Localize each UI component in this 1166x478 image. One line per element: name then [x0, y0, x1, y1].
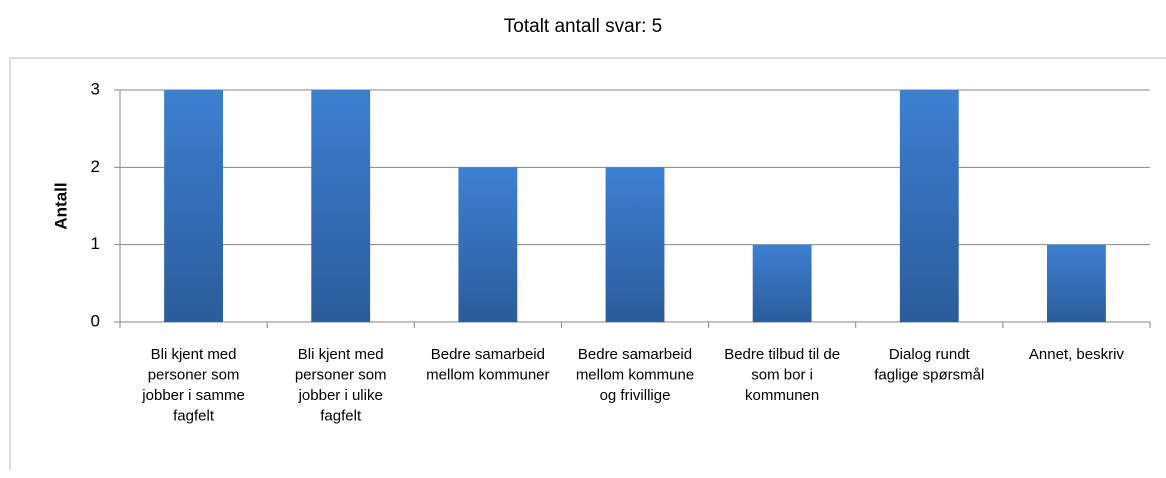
label-line: Bli kjent med [298, 346, 384, 363]
label-line: mellom kommune [576, 366, 694, 383]
bar [752, 244, 812, 322]
x-tick-label: Bedre samarbeid mellom kommune og frivilli… [576, 346, 694, 404]
x-tick-label: Bli kjent med personer som jobber i samme f… [141, 346, 245, 425]
label-line: som bor i [751, 366, 813, 383]
label-line: Bedre tilbud til de [724, 346, 840, 363]
label-line: og frivillige [600, 387, 671, 404]
bar [311, 90, 371, 322]
label-line: Bli kjent med [151, 346, 237, 363]
chart-frame [9, 57, 1166, 470]
y-tick-label: 0 [91, 311, 100, 330]
label-line: jobber i samme [141, 387, 245, 404]
label-line: faglige spørsmål [874, 366, 984, 383]
label-line: kommunen [745, 387, 819, 404]
bar [164, 90, 223, 322]
bar [605, 167, 665, 322]
y-tick-label: 3 [91, 79, 100, 98]
y-axis-label: Antall [51, 182, 70, 229]
x-tick-label: Bli kjent med personer som jobber i ulike f… [295, 346, 387, 425]
label-line: Dialog rundt [889, 346, 971, 363]
label-line: personer som [295, 366, 387, 383]
bar [899, 90, 959, 322]
label-line: Bedre samarbeid [431, 346, 545, 363]
label-line: fagfelt [320, 407, 362, 424]
y-tick-label: 2 [91, 157, 100, 176]
label-line: Annet, beskriv [1029, 346, 1125, 363]
x-tick-label: Bedre tilbud til de som bor i kommunen [724, 346, 840, 404]
label-line: personer som [148, 366, 240, 383]
x-tick-label: Annet, beskriv [1029, 346, 1125, 363]
chart-title: Totalt antall svar: 5 [504, 16, 662, 37]
label-line: mellom kommuner [426, 366, 549, 383]
bar [1047, 244, 1106, 322]
x-tick-label: Bedre samarbeid mellom kommuner [426, 346, 549, 384]
bar [458, 167, 518, 322]
x-tick-label: Dialog rundt faglige spørsmål [874, 346, 984, 384]
y-tick-label: 1 [91, 234, 100, 253]
label-line: Bedre samarbeid [578, 346, 692, 363]
label-line: fagfelt [173, 407, 215, 424]
label-line: jobber i ulike [298, 387, 383, 404]
